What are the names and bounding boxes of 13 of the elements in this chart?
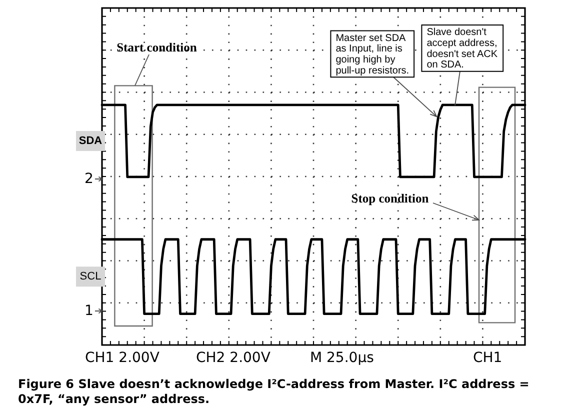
text: CH1 2.00V — [85, 350, 160, 366]
text: Start condition — [116, 40, 197, 54]
text: Slave doesn't accept address, doesn't set ACK on SDA. — [426, 27, 498, 71]
text: CH2 2.00V — [196, 350, 271, 366]
annotation: Stop condition — [351, 192, 429, 206]
text: Master set SDA as Input, line is going high by pull-up resistors. — [336, 32, 410, 76]
text: 2 — [84, 171, 94, 187]
text: SDA — [78, 134, 102, 147]
text: M 25.0µs — [310, 350, 374, 366]
text: CH1 — [473, 350, 502, 366]
caption: Figure 6 Slave doesn’t acknowledge I²C-address from Master. I²C address = 0x7F, “any sensor” address. — [18, 377, 530, 406]
text: SCL — [80, 270, 102, 283]
text: 1 — [84, 303, 94, 319]
